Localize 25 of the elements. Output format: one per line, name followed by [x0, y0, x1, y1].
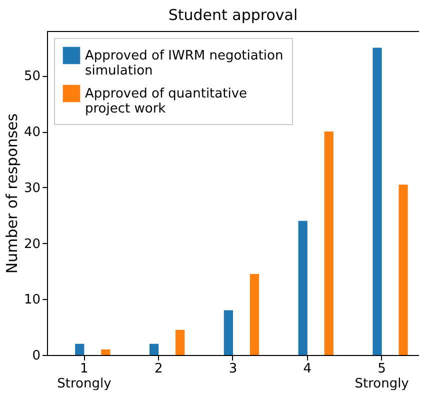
bar — [298, 220, 308, 355]
bar — [101, 349, 110, 355]
bar — [324, 132, 334, 355]
bar — [176, 330, 185, 355]
bar — [149, 344, 159, 355]
bar — [250, 274, 260, 355]
bar — [75, 344, 84, 355]
bar — [224, 310, 233, 355]
y-tick-label: 30 — [24, 180, 40, 196]
legend-label: Approved of quantitative project work — [85, 86, 248, 116]
y-axis-title: Number of responses — [2, 113, 21, 274]
x-tick-label: 5 Strongly — [354, 362, 410, 392]
bar — [398, 184, 408, 355]
x-tick-label: 4 — [303, 362, 312, 376]
y-tick-label: 0 — [32, 348, 40, 364]
x-tick-label: 2 — [154, 362, 163, 376]
y-tick-label: 20 — [24, 236, 40, 252]
bar — [372, 48, 382, 355]
legend-label: Approved of IWRM negotiation simulation — [85, 48, 284, 78]
x-tick-label: 3 — [228, 362, 238, 376]
y-tick-label: 50 — [24, 69, 40, 84]
chart-title: Student approval — [168, 6, 298, 24]
y-tick-label: 40 — [24, 125, 40, 140]
y-tick-label: 10 — [24, 292, 40, 308]
x-tick-label: 1 Strongly — [57, 362, 112, 392]
